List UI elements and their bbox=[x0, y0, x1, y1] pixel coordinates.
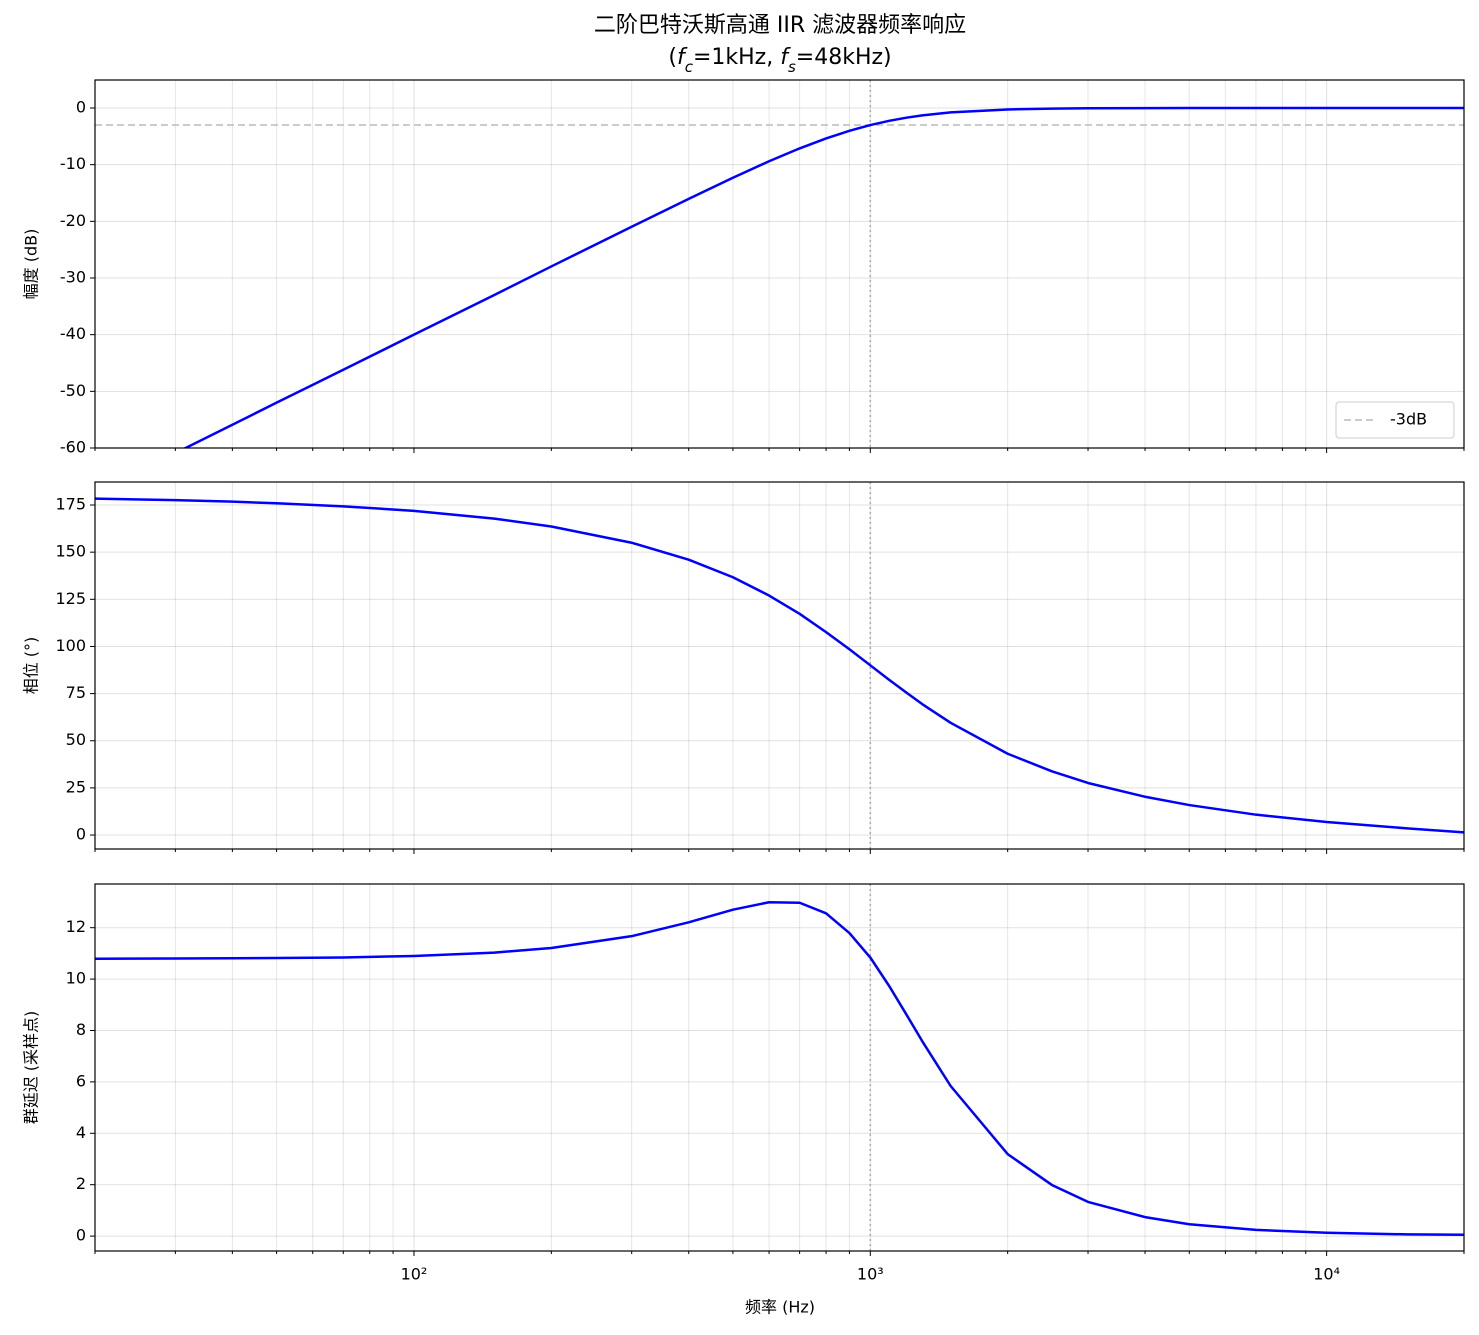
axes-frame bbox=[94, 481, 1465, 850]
x-tick-label: 10⁴ bbox=[1313, 1265, 1340, 1284]
chart-subtitle: (fc=1kHz, fs=48kHz) bbox=[668, 45, 891, 76]
y-tick-label: -10 bbox=[60, 154, 86, 173]
y-axis-label: 幅度 (dB) bbox=[22, 229, 41, 300]
y-tick-label: 0 bbox=[76, 97, 86, 116]
y-tick-label: -20 bbox=[60, 211, 86, 230]
y-tick-label: 12 bbox=[66, 917, 86, 936]
legend-box bbox=[1335, 401, 1455, 439]
y-tick-label: 150 bbox=[55, 542, 86, 561]
y-axis-label: 群延迟 (采样点) bbox=[22, 1011, 41, 1125]
line-series bbox=[95, 497, 1464, 834]
y-tick-label: 10 bbox=[66, 969, 86, 988]
y-tick-label: 25 bbox=[66, 777, 86, 796]
y-tick-label: -60 bbox=[60, 438, 86, 457]
y-tick-label: 125 bbox=[55, 589, 86, 608]
y-tick-label: 0 bbox=[76, 825, 86, 844]
legend-label: -3dB bbox=[1390, 410, 1427, 429]
line-series bbox=[182, 106, 1464, 448]
y-tick-label: 8 bbox=[76, 1020, 86, 1039]
y-tick-label: 0 bbox=[76, 1226, 86, 1245]
y-tick-label: -40 bbox=[60, 324, 86, 343]
y-tick-label: 100 bbox=[55, 636, 86, 655]
axes-frame bbox=[94, 79, 1465, 449]
y-axis-label: 相位 (°) bbox=[22, 637, 41, 695]
y-tick-label: 4 bbox=[76, 1123, 86, 1142]
y-tick-label: -30 bbox=[60, 267, 86, 286]
y-tick-label: 75 bbox=[66, 683, 86, 702]
axes-frame bbox=[94, 883, 1465, 1252]
y-tick-label: 175 bbox=[55, 495, 86, 514]
y-tick-label: 2 bbox=[76, 1174, 86, 1193]
x-tick-label: 10³ bbox=[857, 1265, 884, 1284]
y-tick-label: 50 bbox=[66, 730, 86, 749]
x-axis-label: 频率 (Hz) bbox=[745, 1298, 815, 1317]
x-tick-label: 10² bbox=[401, 1265, 428, 1284]
y-tick-label: -50 bbox=[60, 381, 86, 400]
chart-title: 二阶巴特沃斯高通 IIR 滤波器频率响应 bbox=[594, 13, 966, 38]
line-series bbox=[95, 901, 1464, 1237]
y-tick-label: 6 bbox=[76, 1071, 86, 1090]
